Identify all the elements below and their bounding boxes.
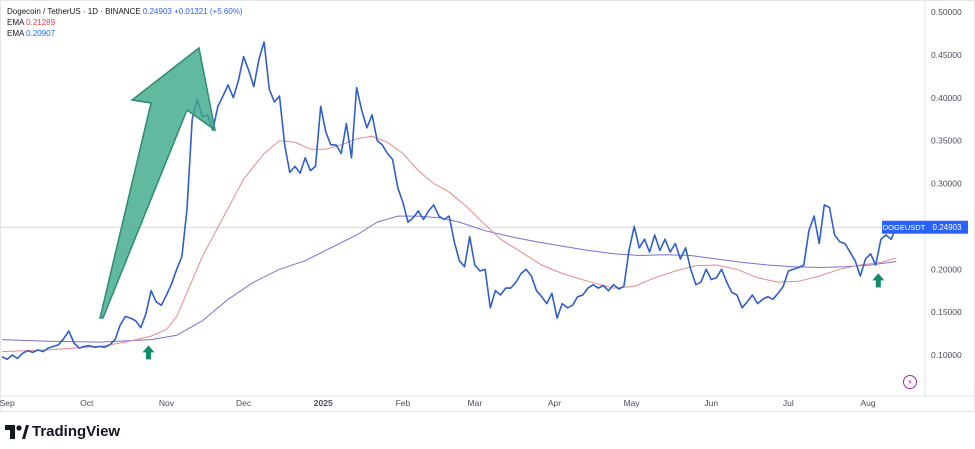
y-axis: 0.500000.450000.400000.350000.300000.250…: [882, 0, 968, 396]
price-tag: [926, 220, 968, 234]
tradingview-logo-icon: [5, 424, 29, 439]
price-tag-label: 0.24903: [933, 223, 962, 232]
price-line: [1, 41, 898, 361]
chart-legend: Dogecoin / TetherUS · 1D · BINANCE 0.249…: [7, 6, 243, 39]
tradingview-logo[interactable]: TradingView: [5, 423, 120, 440]
ema-slow-label: EMA: [7, 29, 24, 38]
y-tick-label: 0.15000: [931, 307, 962, 317]
x-tick-label: Oct: [80, 398, 94, 408]
x-tick-label: Sep: [0, 398, 15, 408]
y-tick-label: 0.20000: [931, 264, 962, 274]
x-tick-label: Jul: [783, 398, 794, 408]
y-tick-label: 0.35000: [931, 136, 962, 146]
x-tick-label: May: [624, 398, 641, 408]
y-tick-label: 0.45000: [931, 50, 962, 60]
ema-slow-value: 0.20907: [26, 29, 56, 38]
x-tick-label: Mar: [468, 398, 483, 408]
legend-ema-slow-row[interactable]: EMA 0.20907: [7, 28, 243, 39]
y-tick-label: 0.30000: [931, 179, 962, 189]
lightning-icon[interactable]: ⚡: [903, 375, 917, 389]
x-tick-label: Aug: [860, 398, 875, 408]
y-tick-label: 0.10000: [931, 350, 962, 360]
ema-slow-line: [1, 215, 897, 343]
legend-ema-fast-row[interactable]: EMA 0.21289: [7, 17, 243, 28]
ema-fast-label: EMA: [7, 18, 24, 27]
chart-svg[interactable]: 0.500000.450000.400000.350000.300000.250…: [0, 0, 975, 412]
x-tick-label: Nov: [159, 398, 175, 408]
annotations: [99, 46, 885, 360]
x-tick-label: Jun: [704, 398, 718, 408]
big-up-arrow: [99, 46, 217, 319]
price-change: +0.01321 (+5.60%): [174, 7, 243, 16]
legend-symbol-row: Dogecoin / TetherUS · 1D · BINANCE 0.249…: [7, 6, 243, 17]
chart-frame: [0, 0, 975, 412]
x-axis: Sep Oct Nov Dec 2025 Feb Mar Apr May Jun Jul Aug: [0, 395, 975, 408]
tradingview-wordmark: TradingView: [32, 423, 121, 440]
y-tick-label: 0.40000: [931, 93, 962, 103]
x-tick-label: Feb: [396, 398, 411, 408]
symbol-tag-label: DOGEUSDT: [883, 223, 926, 232]
x-tick-label: Apr: [548, 398, 561, 408]
last-price: 0.24903: [142, 7, 172, 16]
x-tick-label: 2025: [314, 398, 333, 408]
y-tick-label: 0.50000: [931, 7, 962, 17]
symbol-tag: [882, 220, 926, 234]
small-up-arrow: [142, 345, 155, 360]
ema-lines: [1, 135, 897, 353]
ema-fast-value: 0.21289: [26, 18, 56, 27]
symbol-name: Dogecoin / TetherUS · 1D · BINANCE: [7, 7, 141, 16]
price-line-layer: [1, 41, 898, 361]
x-tick-label: Dec: [236, 398, 252, 408]
small-up-arrow: [872, 273, 885, 288]
ema-fast-line: [1, 135, 897, 353]
